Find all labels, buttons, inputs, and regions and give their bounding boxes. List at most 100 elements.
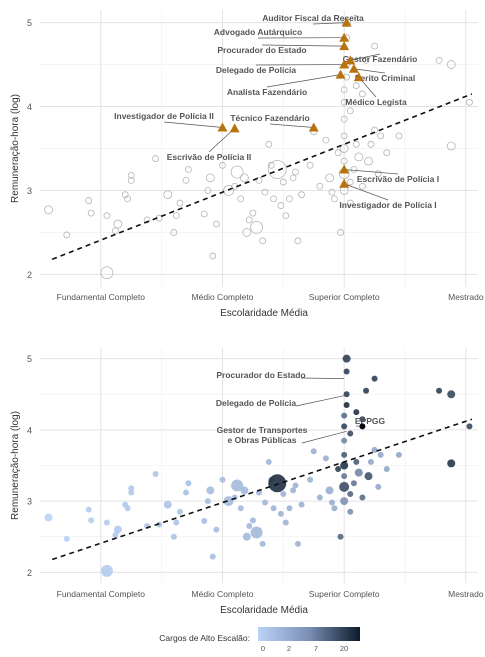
label-connector	[344, 169, 399, 175]
data-point	[113, 525, 122, 534]
label-connector	[344, 183, 389, 201]
data-point	[87, 209, 95, 217]
x-tick-label: Mestrado	[448, 292, 484, 302]
data-point	[446, 60, 456, 69]
data-point	[163, 500, 172, 509]
data-point	[270, 195, 278, 203]
x-tick-label: Médio Completo	[192, 589, 254, 599]
data-point	[277, 510, 284, 517]
data-point	[204, 187, 212, 194]
data-point	[325, 173, 334, 183]
data-point	[237, 505, 244, 512]
data-point	[280, 490, 287, 497]
point-label: EPPGG	[355, 416, 386, 426]
point-label: Advogado Autárquico	[214, 27, 302, 37]
point-label: Perito Criminal	[355, 73, 415, 83]
data-point	[292, 168, 299, 176]
y-axis-title: Remuneração-hora (log)	[10, 411, 21, 520]
data-point	[242, 228, 252, 237]
highlighted-point	[217, 122, 228, 132]
data-point	[331, 195, 338, 203]
data-point	[342, 354, 351, 363]
y-axis-title: Remuneração-hora (log)	[10, 94, 21, 203]
highlighted-point	[335, 69, 346, 79]
data-point	[205, 173, 215, 183]
data-point	[265, 140, 273, 148]
point-label: Escrivão de Polícia I	[357, 174, 439, 184]
data-point	[289, 174, 297, 182]
data-point	[331, 505, 338, 512]
data-point	[322, 136, 330, 144]
data-point	[334, 149, 342, 157]
data-point	[343, 401, 350, 408]
data-point	[347, 490, 354, 497]
legend-tick-label: 2	[287, 644, 291, 653]
data-point	[112, 532, 119, 539]
data-point	[343, 368, 350, 375]
data-point	[85, 197, 93, 204]
data-point	[152, 471, 159, 478]
x-tick-label: Superior Completo	[309, 292, 380, 302]
data-point	[173, 519, 180, 526]
data-point	[329, 499, 335, 506]
data-point	[341, 473, 348, 480]
data-point	[359, 416, 366, 423]
data-point	[307, 476, 314, 483]
data-point	[340, 86, 348, 94]
data-point	[176, 508, 183, 515]
legend-tick-label: 7	[314, 644, 318, 653]
data-point	[298, 191, 305, 199]
highlighted-point	[339, 164, 350, 174]
y-tick-label: 5	[27, 354, 32, 364]
data-point	[267, 161, 275, 169]
data-point	[112, 227, 119, 235]
data-point	[270, 505, 277, 512]
data-point	[325, 486, 334, 495]
data-point	[240, 486, 249, 495]
data-point	[172, 212, 180, 220]
point-label: Delegado de Polícia	[216, 398, 297, 408]
data-point	[362, 56, 370, 64]
point-label: Procurador do Estado	[217, 45, 306, 55]
label-connector	[300, 377, 345, 379]
data-point	[374, 170, 382, 178]
data-point	[182, 176, 190, 184]
data-point	[277, 202, 285, 209]
data-point	[341, 412, 348, 419]
data-point	[322, 455, 329, 462]
label-connector	[269, 123, 314, 128]
data-point	[447, 459, 456, 468]
data-point	[204, 498, 211, 505]
data-point	[435, 56, 443, 64]
data-point	[127, 176, 135, 184]
data-point	[268, 474, 287, 493]
data-point	[143, 216, 151, 224]
data-point	[364, 472, 373, 481]
point-label: Técnico Fazendário	[230, 113, 309, 123]
data-point	[341, 451, 348, 458]
data-point	[298, 501, 305, 508]
data-point	[354, 468, 363, 477]
data-point	[328, 188, 336, 196]
data-point	[286, 195, 293, 203]
data-point	[294, 540, 301, 547]
data-point	[286, 505, 293, 512]
data-point	[346, 178, 354, 186]
data-point	[170, 533, 177, 540]
data-point	[335, 466, 342, 473]
color-legend: Cargos de Alto Escalão: 0 2 7 20	[159, 627, 360, 653]
data-point	[237, 195, 245, 203]
highlighted-point	[308, 122, 319, 132]
x-tick-label: Superior Completo	[309, 589, 380, 599]
y-tick-label: 4	[27, 425, 32, 435]
data-point	[200, 210, 208, 218]
y-tick-label: 2	[27, 568, 32, 578]
highlighted-point	[339, 41, 350, 51]
label-connector	[261, 44, 345, 47]
point-label: Auditor Fiscal da Receita	[262, 13, 364, 23]
data-point	[223, 185, 234, 196]
data-point	[359, 423, 366, 430]
data-point	[447, 390, 456, 399]
point-label-line: e Obras Públicas	[228, 435, 297, 445]
